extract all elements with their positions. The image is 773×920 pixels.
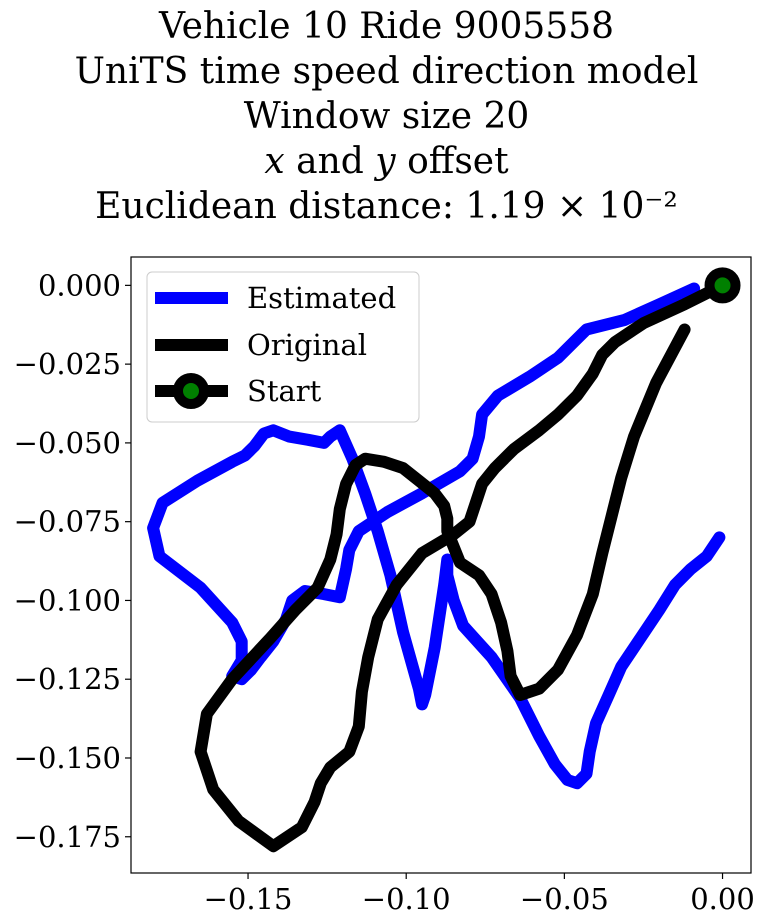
y-tick-label: −0.175 [14, 820, 121, 854]
legend-label-1: Estimated [247, 281, 396, 315]
title-line-1: Vehicle 10 Ride 9005558 [158, 6, 615, 47]
series-line-estimated [147, 282, 726, 790]
title-line-3: Window size 20 [243, 96, 530, 137]
title-line-5: Euclidean distance: 1.19 × 10⁻² [95, 186, 678, 227]
start-point-marker [704, 267, 741, 304]
legend-label-3: Start [247, 374, 322, 408]
chart-title: Vehicle 10 Ride 9005558 UniTS time speed… [0, 4, 773, 229]
y-tick-label: −0.075 [14, 505, 121, 539]
x-tick-label: 0.00 [690, 882, 755, 916]
y-tick-label: 0.000 [38, 268, 121, 302]
series-layer [147, 267, 741, 853]
y-tick-label: −0.125 [14, 662, 121, 696]
legend-box [146, 271, 420, 423]
title-line-2: UniTS time speed direction model [74, 51, 699, 92]
axes-frame [130, 256, 752, 874]
series-line-original [194, 279, 729, 853]
legend-label-2: Original [247, 328, 367, 362]
title-line-4: 𝑥 and 𝑦 offset [264, 141, 509, 182]
x-tick-label: −0.15 [204, 882, 293, 916]
legend: Estimated Original Start [146, 271, 420, 423]
y-tick-label: −0.100 [14, 583, 121, 617]
x-tick-label: −0.10 [362, 882, 451, 916]
x-tick-label: −0.05 [520, 882, 609, 916]
legend-start-marker [173, 373, 209, 409]
y-tick-label: −0.150 [14, 741, 121, 775]
y-tick-label: −0.050 [14, 426, 121, 460]
y-tick-label: −0.025 [14, 347, 121, 381]
ticks-layer: −0.15 −0.10 −0.05 0.00 0.000 −0.025 −0.050 −0.0… [14, 268, 755, 916]
